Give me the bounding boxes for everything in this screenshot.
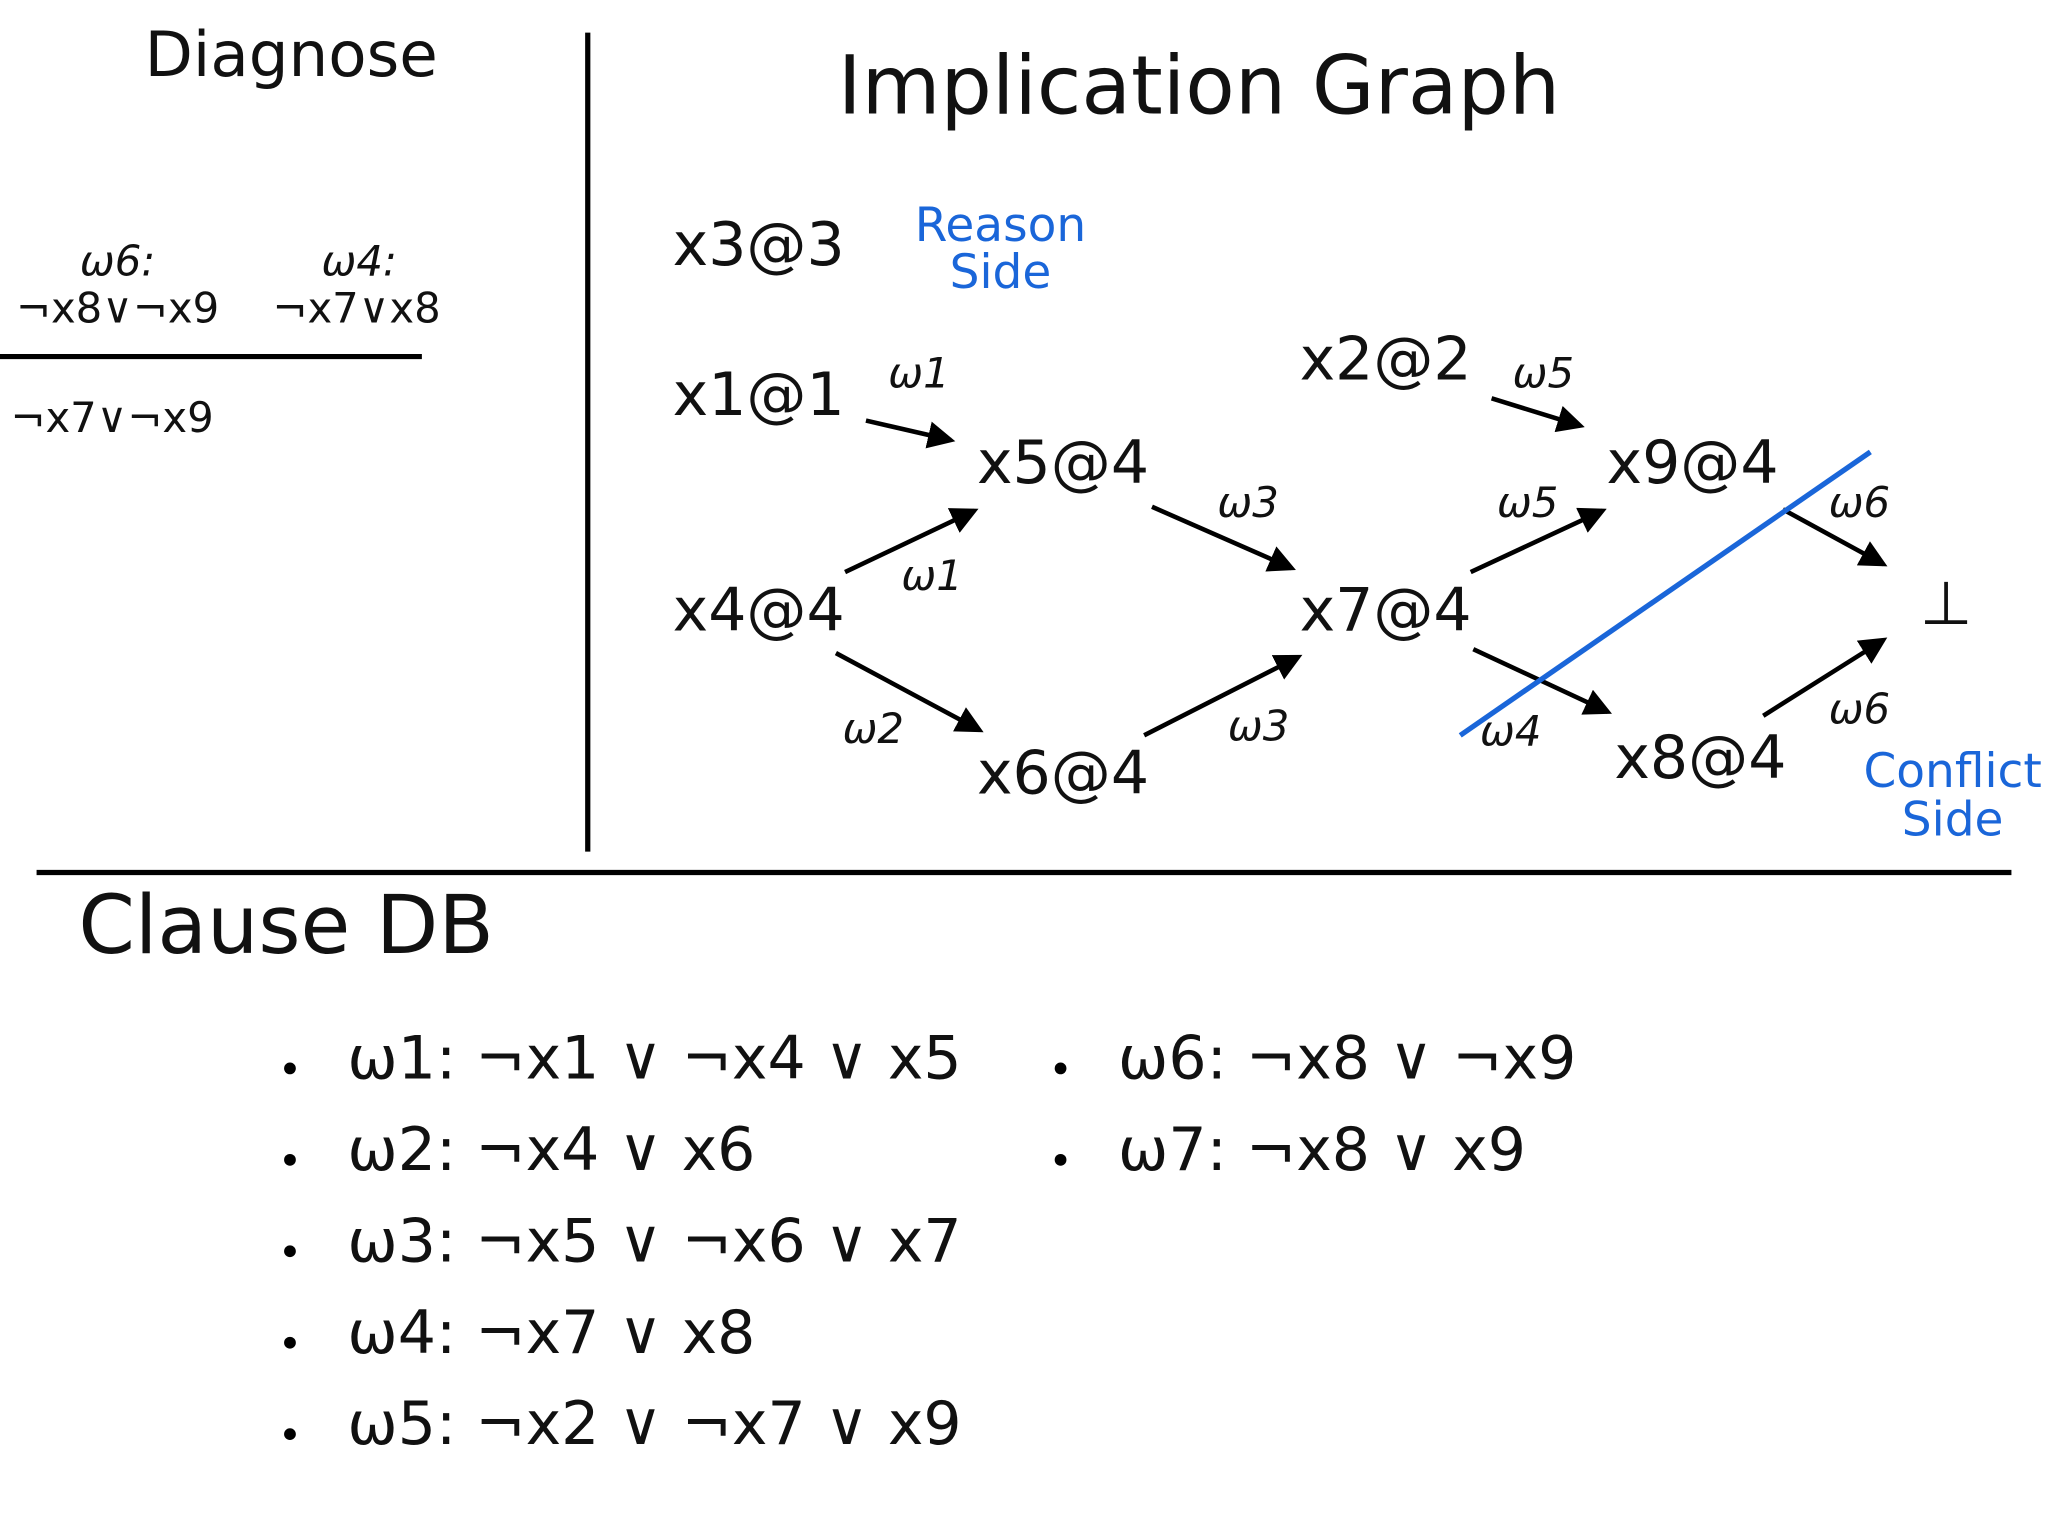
edge-label: ω1 [888, 349, 950, 398]
edge [865, 418, 956, 449]
clause-item: ω7: ¬x8 ∨ x9 [1118, 1115, 1526, 1185]
node: x1@1 [673, 360, 845, 430]
node: x8@4 [1614, 723, 1786, 793]
edge [844, 508, 979, 575]
node: x7@4 [1300, 575, 1472, 645]
clause-label: ω4: [321, 236, 397, 285]
edge-label: ω6 [1829, 684, 1891, 733]
edge [1469, 507, 1607, 575]
edge-label: ω3 [1217, 478, 1279, 527]
clause-item: ω1: ¬x1 ∨ ¬x4 ∨ x5 [347, 1023, 961, 1093]
edge [1781, 507, 1888, 567]
conflict-side-label: Conflict [1863, 744, 2041, 799]
node: x2@2 [1300, 325, 1472, 395]
node: x9@4 [1607, 428, 1779, 498]
edge [1490, 396, 1585, 433]
bullet [1054, 1153, 1067, 1166]
bullet [284, 1245, 296, 1258]
clause-db-title: Clause DB [78, 879, 494, 973]
clause-item: ω2: ¬x4 ∨ x6 [347, 1115, 755, 1185]
clause-item: ω6: ¬x8 ∨ ¬x9 [1118, 1023, 1576, 1093]
edge [1143, 654, 1303, 738]
edge-label: ω2 [842, 704, 904, 753]
clause: ¬x8∨¬x9 [16, 283, 219, 332]
edge-label: ω5 [1497, 478, 1559, 527]
node: x5@4 [977, 428, 1149, 498]
cut-line [1458, 449, 1872, 738]
clause-item: ω4: ¬x7 ∨ x8 [347, 1298, 755, 1368]
bullet [284, 1062, 296, 1075]
edge [1151, 504, 1296, 572]
graph-title: Implication Graph [838, 39, 1560, 133]
node: x6@4 [977, 739, 1149, 809]
clause-label: ω6: [80, 236, 156, 285]
node: x3@3 [673, 210, 845, 280]
bullet [284, 1428, 296, 1440]
node: x4@4 [673, 575, 845, 645]
clause-item: ω3: ¬x5 ∨ ¬x6 ∨ x7 [347, 1206, 961, 1276]
edge-label: ω1 [901, 551, 963, 600]
diagnose-title: Diagnose [145, 18, 438, 91]
edge-label: ω3 [1228, 701, 1290, 750]
edge-label: ω6 [1829, 478, 1891, 527]
bullet [284, 1336, 296, 1349]
clause-item: ω5: ¬x2 ∨ ¬x7 ∨ x9 [347, 1389, 961, 1459]
reason-side-label: Reason [915, 198, 1086, 253]
reason-side-label: Side [950, 245, 1052, 300]
resolvent: ¬x7∨¬x9 [10, 393, 213, 442]
bullet [1054, 1062, 1067, 1075]
conflict-side-label: Side [1902, 792, 2004, 847]
edge [834, 651, 984, 733]
node: ⊥ [1920, 569, 1972, 639]
edge-label: ω5 [1512, 349, 1574, 398]
edge [1762, 637, 1888, 718]
clause: ¬x7∨x8 [272, 283, 440, 332]
bullet [284, 1153, 296, 1166]
